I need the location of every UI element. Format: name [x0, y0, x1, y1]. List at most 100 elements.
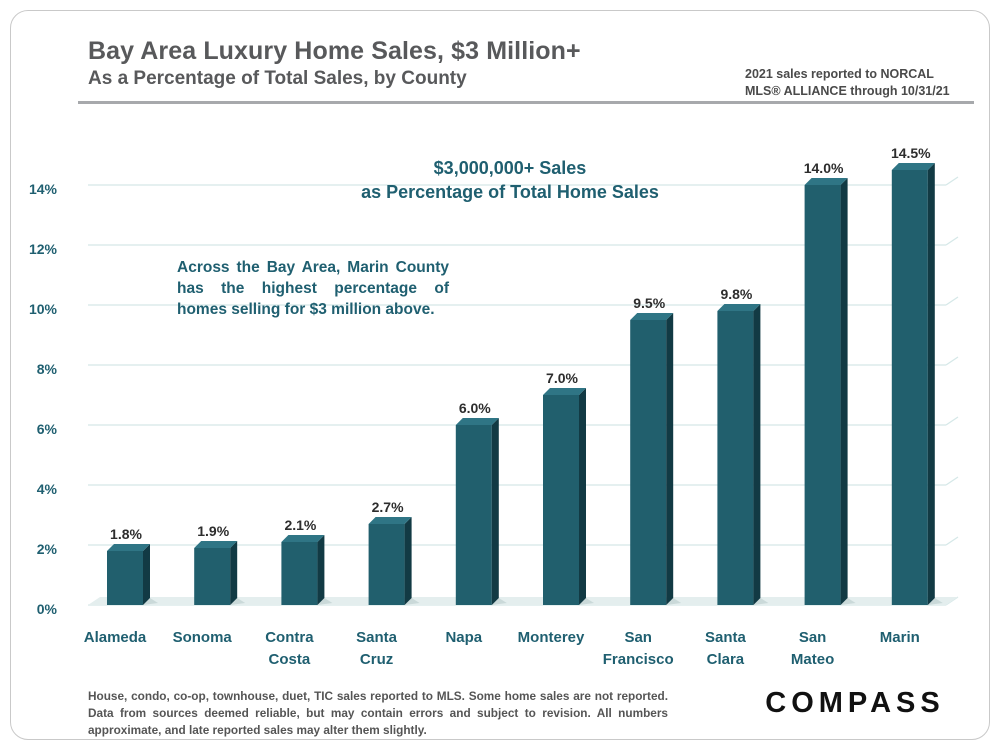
- chart-title-line-2: as Percentage of Total Home Sales: [361, 182, 659, 202]
- data-label: 1.8%: [110, 526, 142, 542]
- data-label: 2.7%: [372, 499, 404, 515]
- bar: [194, 548, 231, 605]
- bar-group: 7.0%: [543, 370, 594, 605]
- bar-side: [491, 418, 499, 605]
- y-tick-label: 2%: [37, 541, 58, 557]
- title-divider: [78, 101, 974, 104]
- compass-logo-text: COMPASS: [765, 687, 944, 719]
- bar-side: [753, 304, 761, 605]
- data-label: 6.0%: [459, 400, 491, 416]
- bar: [107, 551, 143, 605]
- chart-title: $3,000,000+ Sales as Percentage of Total…: [300, 156, 720, 204]
- x-tick-label: San: [799, 629, 827, 646]
- gridline-depth: [945, 476, 959, 486]
- chart-bars: 1.8% 1.9% 2.1% 2.7% 6.0% 7.0% 9.5% 9.8% 14.0% 14.…: [107, 145, 943, 605]
- bar-top: [107, 544, 150, 551]
- bar-shadow: [927, 598, 943, 605]
- bar-group: 6.0%: [455, 400, 507, 605]
- bar: [717, 311, 754, 605]
- x-tick-label: Monterey: [518, 629, 585, 646]
- bar-side: [666, 313, 674, 605]
- bar-group: 2.7%: [368, 499, 420, 605]
- gridline-depth: [945, 356, 959, 366]
- source-note: 2021 sales reported to NORCAL MLS® ALLIA…: [745, 66, 965, 100]
- bar: [630, 320, 667, 605]
- x-tick-label: San: [624, 629, 652, 646]
- bar: [455, 425, 492, 605]
- x-axis: Alameda Sonoma Contra Costa Santa Cruz Napa Mon…: [84, 629, 920, 668]
- source-note-line-1: 2021 sales reported to NORCAL: [745, 67, 934, 81]
- gridline-depth: [945, 536, 959, 546]
- gridline-depth: [945, 296, 959, 306]
- data-label: 1.9%: [197, 523, 229, 539]
- bar-top: [281, 535, 325, 542]
- bar-shadow: [840, 598, 856, 605]
- bar-top: [630, 313, 674, 320]
- gridline-depth: [945, 416, 959, 426]
- bar-top: [455, 418, 499, 425]
- x-tick-label: Marin: [880, 629, 920, 646]
- bar-shadow: [491, 598, 507, 605]
- bar-side: [404, 517, 412, 605]
- y-tick-label: 14%: [29, 181, 58, 197]
- gridline-depth: [945, 176, 959, 186]
- chart-annotation: Across the Bay Area, Marin County has th…: [177, 259, 449, 318]
- bar-shadow: [404, 598, 420, 605]
- source-note-line-2: MLS® ALLIANCE through 10/31/21: [745, 84, 950, 98]
- bar: [543, 395, 579, 605]
- gridline-depth: [945, 236, 959, 246]
- chart-title-line-1: $3,000,000+ Sales: [433, 158, 587, 178]
- data-label: 14.5%: [891, 145, 931, 161]
- bar-top: [891, 163, 935, 170]
- bar-shadow: [143, 598, 158, 605]
- x-tick-label: Francisco: [603, 651, 674, 668]
- bar-top: [368, 517, 412, 524]
- x-tick-label: Mateo: [791, 651, 834, 668]
- bar-group: 14.0%: [804, 160, 856, 605]
- data-label: 9.5%: [633, 295, 665, 311]
- bar-top: [543, 388, 586, 395]
- bar-side: [230, 541, 238, 605]
- bar: [281, 542, 318, 605]
- data-label: 2.1%: [284, 517, 316, 533]
- bar-top: [717, 304, 761, 311]
- bar-shadow: [230, 598, 246, 605]
- y-axis: 0% 2% 4% 6% 8% 10% 12% 14%: [29, 181, 58, 617]
- bar: [891, 170, 928, 605]
- x-tick-label: Napa: [445, 629, 482, 646]
- x-tick-label: Santa: [356, 629, 398, 646]
- bar-side: [840, 178, 848, 605]
- data-label: 9.8%: [720, 286, 752, 302]
- x-tick-label: Clara: [707, 651, 745, 668]
- bar-side: [579, 388, 586, 605]
- data-label: 7.0%: [546, 370, 578, 386]
- bar-group: 1.9%: [194, 523, 246, 605]
- bar-group: 9.5%: [630, 295, 682, 605]
- x-tick-label: Contra: [265, 629, 314, 646]
- x-tick-label: Sonoma: [173, 629, 233, 646]
- x-tick-label: Cruz: [360, 651, 393, 668]
- y-tick-label: 0%: [37, 601, 58, 617]
- bar-group: 14.5%: [891, 145, 943, 605]
- bar-group: 2.1%: [281, 517, 333, 605]
- bar-group: 9.8%: [717, 286, 769, 605]
- bar-shadow: [753, 598, 769, 605]
- page-title: Bay Area Luxury Home Sales, $3 Million+: [88, 37, 581, 65]
- x-tick-label: Costa: [269, 651, 311, 668]
- x-tick-label: Alameda: [84, 629, 147, 646]
- y-tick-label: 6%: [37, 421, 58, 437]
- compass-logo: COMPASS: [765, 687, 944, 719]
- x-tick-label: Santa: [705, 629, 747, 646]
- bar-shadow: [666, 598, 682, 605]
- bar-shadow: [317, 598, 333, 605]
- bar: [368, 524, 405, 605]
- y-tick-label: 12%: [29, 241, 58, 257]
- bar: [804, 185, 841, 605]
- bar-shadow: [579, 598, 594, 605]
- page-subtitle: As a Percentage of Total Sales, by Count…: [88, 68, 467, 89]
- bar-side: [317, 535, 325, 605]
- bar-top: [194, 541, 238, 548]
- bar-top: [804, 178, 848, 185]
- bar-side: [143, 544, 150, 605]
